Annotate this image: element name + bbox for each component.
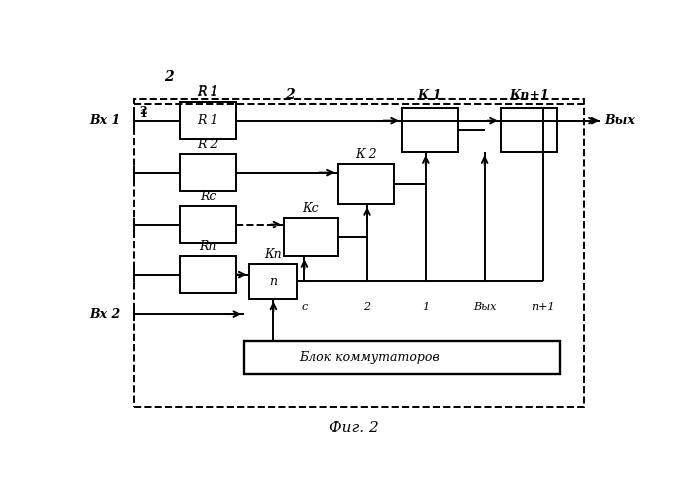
- Polygon shape: [284, 218, 337, 256]
- Text: Кn+1: Кn+1: [509, 88, 549, 102]
- Text: R 1: R 1: [197, 86, 219, 100]
- Text: Блок коммутаторов: Блок коммутаторов: [299, 350, 440, 364]
- Text: К 2: К 2: [355, 148, 377, 161]
- Text: 1: 1: [422, 302, 429, 312]
- Polygon shape: [180, 154, 236, 191]
- Text: Rc: Rc: [199, 190, 216, 203]
- Polygon shape: [402, 108, 458, 152]
- Text: Вых: Вых: [604, 114, 635, 127]
- Text: Кn: Кn: [264, 248, 282, 261]
- Polygon shape: [501, 108, 557, 152]
- Text: 2: 2: [164, 70, 174, 84]
- Text: n+1: n+1: [532, 302, 555, 312]
- Text: Кс: Кс: [302, 202, 319, 215]
- Polygon shape: [180, 256, 236, 293]
- Text: К 1: К 1: [417, 88, 442, 102]
- Polygon shape: [249, 264, 297, 298]
- Polygon shape: [337, 164, 394, 204]
- Text: 2: 2: [285, 88, 294, 102]
- Text: Вх 1: Вх 1: [89, 114, 120, 127]
- Text: Rn: Rn: [199, 240, 217, 254]
- Text: c: c: [302, 302, 308, 312]
- Polygon shape: [135, 98, 584, 406]
- Text: 2: 2: [364, 302, 371, 312]
- Polygon shape: [180, 102, 236, 139]
- Polygon shape: [180, 206, 236, 243]
- Polygon shape: [244, 341, 560, 374]
- Text: R 2: R 2: [197, 138, 219, 151]
- Text: Вх 2: Вх 2: [89, 308, 120, 320]
- Text: R 1: R 1: [197, 114, 219, 127]
- Text: Вых: Вых: [473, 302, 496, 312]
- Text: R 1: R 1: [197, 84, 219, 98]
- Text: Фиг. 2: Фиг. 2: [328, 420, 379, 434]
- Text: n: n: [269, 275, 277, 288]
- Text: 1: 1: [139, 108, 148, 118]
- Text: 2: 2: [139, 106, 148, 117]
- Polygon shape: [180, 102, 236, 139]
